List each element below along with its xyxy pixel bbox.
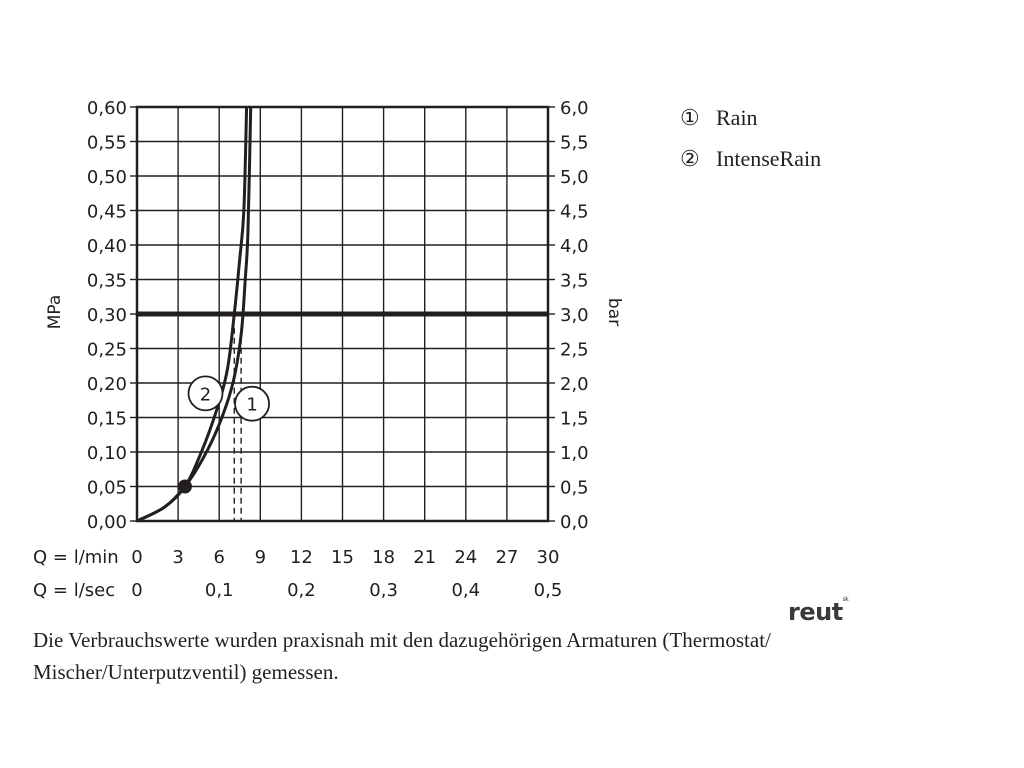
right-tick-label: 3,0 — [560, 305, 589, 326]
left-tick-label: 0,55 — [87, 133, 127, 154]
left-tick-label: 0,50 — [87, 167, 127, 188]
legend: ① Rain ② IntenseRain — [680, 105, 821, 171]
left-tick-label: 0,00 — [87, 512, 127, 533]
x-axis-lsec-title: Q = l/sec — [33, 580, 115, 601]
x-tick-label-lmin: 3 — [172, 547, 183, 568]
series-marker-circle — [234, 385, 270, 422]
x-tick-label-lsec: 0,2 — [287, 580, 316, 601]
right-axis-title: bar — [604, 298, 624, 326]
caption-line-1: Die Verbrauchswerte wurden praxisnah mit… — [33, 628, 771, 652]
x-tick-label-lmin: 27 — [495, 547, 518, 568]
caption: Die Verbrauchswerte wurden praxisnah mit… — [33, 624, 953, 688]
right-tick-label: 2,0 — [560, 374, 589, 395]
reference-line-group — [137, 311, 548, 521]
right-tick-label: 4,0 — [560, 236, 589, 257]
left-axis-title: MPa — [45, 295, 65, 330]
right-tick-label: 0,5 — [560, 478, 589, 499]
series-group: 12 — [136, 106, 270, 523]
right-tick-label: 1,5 — [560, 409, 589, 430]
right-tick-label: 5,5 — [560, 133, 589, 154]
left-tick-label: 0,10 — [87, 443, 127, 464]
left-tick-label: 0,20 — [87, 374, 127, 395]
left-tick-label: 0,25 — [87, 340, 127, 361]
legend-label: IntenseRain — [716, 146, 821, 171]
tick-labels: 0,000,050,100,150,200,250,300,350,400,45… — [87, 98, 589, 601]
x-tick-label-lmin: 21 — [413, 547, 436, 568]
brand-logo: reutsk — [788, 596, 849, 626]
x-tick-label-lmin: 0 — [131, 547, 142, 568]
x-tick-label-lsec: 0 — [131, 580, 142, 601]
legend-symbol: ① — [680, 105, 700, 130]
logo-sup: sk — [842, 596, 849, 603]
series-marker-label: 2 — [200, 384, 211, 405]
right-tick-label: 5,0 — [560, 167, 589, 188]
legend-symbol: ② — [680, 146, 700, 171]
legend-label: Rain — [716, 105, 758, 130]
right-tick-label: 1,0 — [560, 443, 589, 464]
caption-line-2: Mischer/Unterputzventil) gemessen. — [33, 660, 339, 684]
legend-item-intenserain: ② IntenseRain — [680, 146, 821, 171]
left-tick-label: 0,05 — [87, 478, 127, 499]
x-tick-label-lsec: 0,3 — [369, 580, 398, 601]
right-tick-label: 2,5 — [560, 340, 589, 361]
right-tick-label: 0,0 — [560, 512, 589, 533]
right-tick-label: 6,0 — [560, 98, 589, 119]
left-tick-label: 0,15 — [87, 409, 127, 430]
x-tick-label-lmin: 18 — [372, 547, 395, 568]
left-tick-label: 0,40 — [87, 236, 127, 257]
series-curve-intenserain — [136, 106, 249, 523]
series-marker-label: 1 — [246, 395, 257, 416]
right-tick-label: 3,5 — [560, 271, 589, 292]
left-tick-label: 0,30 — [87, 305, 127, 326]
x-tick-label-lsec: 0,4 — [451, 580, 480, 601]
legend-item-rain: ① Rain — [680, 105, 758, 130]
x-tick-label-lmin: 24 — [454, 547, 477, 568]
x-tick-label-lmin: 6 — [213, 547, 224, 568]
start-point-dot — [177, 479, 192, 494]
left-tick-label: 0,45 — [87, 202, 127, 223]
right-tick-label: 4,5 — [560, 202, 589, 223]
logo-text: reut — [788, 598, 843, 626]
left-tick-label: 0,60 — [87, 98, 127, 119]
x-tick-label-lmin: 30 — [537, 547, 560, 568]
x-tick-label-lmin: 12 — [290, 547, 313, 568]
left-tick-label: 0,35 — [87, 271, 127, 292]
x-tick-label-lsec: 0,1 — [205, 580, 234, 601]
series-marker-circle — [187, 375, 224, 412]
x-tick-label-lsec: 0,5 — [534, 580, 563, 601]
x-tick-label-lmin: 15 — [331, 547, 354, 568]
x-tick-label-lmin: 9 — [255, 547, 266, 568]
x-axis-lmin-title: Q = l/min — [33, 547, 119, 568]
